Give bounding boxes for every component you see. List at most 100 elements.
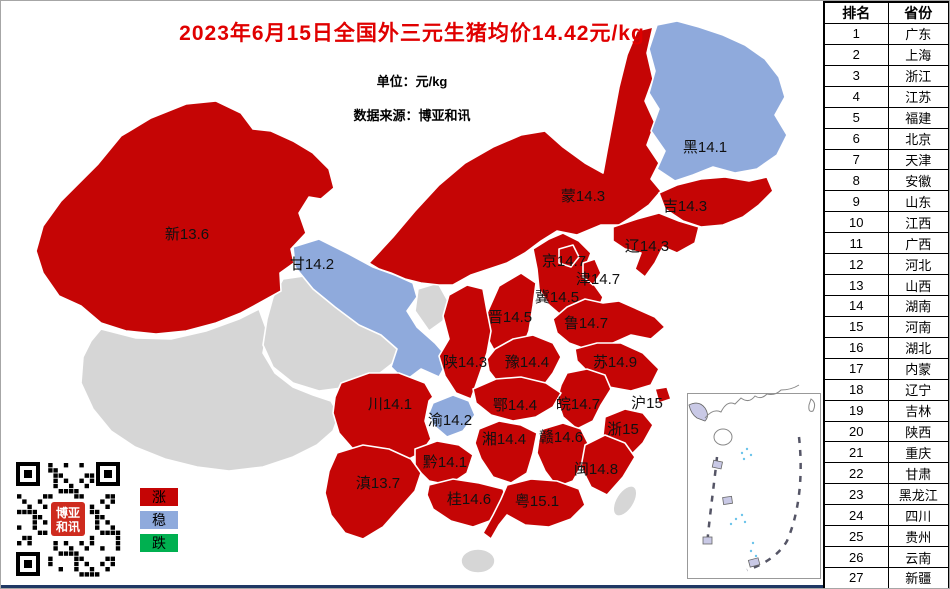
rank-cell: 4: [823, 85, 889, 108]
qr-center-seal: 博亚 和讯: [51, 502, 85, 536]
map-label-shanghai: 沪15: [631, 395, 663, 412]
map-label-shanxi: 晋14.5: [488, 309, 532, 326]
province-cell: 江西: [887, 211, 949, 234]
table-row: 24 四川: [823, 504, 949, 527]
legend-item-down: 跌: [140, 534, 178, 552]
legend-item-up: 涨: [140, 488, 178, 506]
province-cell: 北京: [887, 127, 949, 150]
map-label-guangxi: 桂14.6: [447, 491, 491, 508]
province-taiwan: [612, 485, 638, 517]
rank-cell: 7: [823, 148, 889, 171]
table-row: 20 陕西: [823, 420, 949, 443]
inset-taiwan-outline: [808, 398, 816, 412]
province-ningxia: [414, 282, 449, 332]
rank-cell: 24: [823, 504, 889, 527]
table-row: 11 广西: [823, 232, 949, 255]
province-jiangxi: [536, 422, 590, 488]
inset-islet: [722, 495, 733, 505]
map-label-hubei: 鄂14.4: [493, 397, 537, 414]
table-row: 22 甘肃: [823, 462, 949, 485]
rank-cell: 13: [823, 274, 889, 296]
table-row: 17 内蒙: [823, 357, 949, 380]
map-label-chongqing: 渝14.2: [428, 412, 472, 429]
province-hainan: [460, 548, 496, 574]
province-jilin: [658, 176, 774, 228]
province-cell: 贵州: [887, 525, 949, 548]
map-label-neimenggu: 蒙14.3: [561, 188, 605, 205]
inset-hainan-outline: [713, 428, 733, 446]
map-label-liaoning: 辽14.3: [625, 238, 669, 255]
header-rank: 排名: [823, 1, 889, 24]
map-label-xinjiang: 新13.6: [165, 226, 209, 243]
inset-reef-dots: [729, 447, 758, 558]
province-cell: 湖北: [887, 336, 949, 359]
table-row: 25 贵州: [823, 525, 949, 548]
qr-finder-top-right: [96, 462, 120, 486]
rank-cell: 15: [823, 315, 889, 338]
rank-cell: 23: [823, 483, 889, 506]
map-label-hebei: 冀14.5: [535, 289, 579, 306]
province-cell: 山西: [887, 274, 949, 296]
rank-cell: 12: [823, 253, 889, 276]
province-tianjin: [582, 258, 602, 286]
rank-cell: 16: [823, 336, 889, 359]
province-chongqing: [428, 394, 476, 438]
table-row: 13 山西: [823, 274, 949, 296]
map-label-jilin: 吉14.3: [663, 198, 707, 215]
map-label-shaanxi: 陕14.3: [443, 354, 487, 371]
bottom-accent-bar: [1, 585, 823, 588]
province-cell: 重庆: [887, 441, 949, 464]
province-cell: 江苏: [887, 85, 949, 108]
province-shanghai: [654, 386, 672, 404]
rank-cell: 26: [823, 546, 889, 568]
rank-cell: 3: [823, 64, 889, 87]
rank-cell: 21: [823, 441, 889, 464]
qr-modules: [17, 463, 121, 577]
province-cell: 广西: [887, 232, 949, 255]
province-yunnan: [324, 444, 422, 540]
map-label-shandong: 鲁14.7: [564, 315, 608, 332]
rank-cell: 5: [823, 106, 889, 129]
ranking-panel: 排名 省份 1 广东 2 上海 3 浙江 4 江苏 5 福建 6 北京 7 天津 8 安徽 9 山东 10 江西 11 广…: [823, 1, 949, 588]
unit-note: 单位：元/kg: [376, 74, 448, 89]
province-cell: 天津: [887, 148, 949, 171]
inset-coast-patch: [688, 402, 708, 422]
seal-text-line1: 博亚: [56, 505, 80, 520]
page-title: 2023年6月15日全国外三元生猪均价14.42元/kg: [179, 22, 645, 45]
table-row: 21 重庆: [823, 441, 949, 464]
table-row: 18 辽宁: [823, 378, 949, 401]
table-row: 23 黑龙江: [823, 483, 949, 506]
rank-cell: 20: [823, 420, 889, 443]
rank-cell: 19: [823, 399, 889, 422]
province-shandong: [552, 298, 666, 352]
province-cell: 云南: [887, 546, 949, 568]
province-fujian: [580, 434, 636, 496]
province-cell: 河南: [887, 315, 949, 338]
ranking-table: 排名 省份 1 广东 2 上海 3 浙江 4 江苏 5 福建 6 北京 7 天津 8 安徽 9 山东 10 江西 11 广…: [823, 1, 949, 588]
table-header-row: 排名 省份: [823, 1, 949, 24]
province-cell: 吉林: [887, 399, 949, 422]
province-cell: 辽宁: [887, 378, 949, 401]
province-liaoning: [612, 212, 700, 278]
province-cell: 黑龙江: [887, 483, 949, 506]
table-row: 8 安徽: [823, 169, 949, 192]
map-label-hunan: 湘14.4: [482, 431, 526, 448]
table-row: 27 新疆: [823, 566, 949, 588]
rank-cell: 18: [823, 378, 889, 401]
province-cell: 广东: [887, 23, 949, 45]
inset-border: [687, 393, 821, 579]
table-row: 14 湖南: [823, 294, 949, 317]
province-neimenggu: [368, 26, 662, 286]
province-cell: 湖南: [887, 294, 949, 317]
table-row: 3 浙江: [823, 64, 949, 87]
qr-finder-bottom-left: [16, 552, 40, 576]
table-row: 7 天津: [823, 148, 949, 171]
province-tibet: [80, 308, 340, 472]
inset-islet: [702, 536, 713, 545]
map-label-yunnan: 滇13.7: [356, 475, 400, 492]
table-row: 26 云南: [823, 546, 949, 568]
map-label-anhui: 皖14.7: [556, 396, 600, 413]
legend: 涨稳跌: [140, 488, 178, 557]
inset-nine-dash-right: [746, 436, 802, 572]
